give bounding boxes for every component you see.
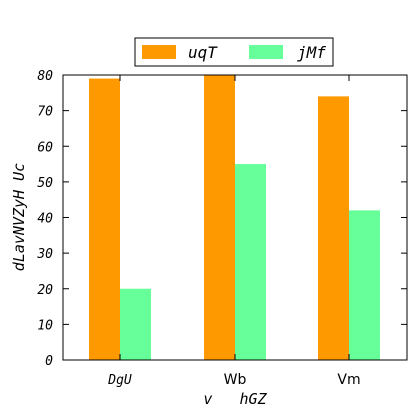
legend-swatch-jMf	[249, 45, 283, 59]
bar-jMf-Wb	[235, 164, 266, 360]
x-tick-label: Vm	[337, 372, 360, 388]
y-tick-label: 0	[45, 354, 53, 369]
y-tick-label: 40	[37, 212, 53, 227]
legend-swatch-uqT	[142, 45, 176, 59]
y-axis: 0 10 20 30 40 50 60 70 80	[36, 69, 407, 369]
y-tick-label: 60	[37, 140, 53, 155]
legend: uqT jMf	[134, 37, 334, 67]
x-axis: DgU Wb Vm	[107, 75, 361, 388]
bars-group	[89, 75, 380, 360]
y-axis-title: dLavNVZyH Uc	[10, 163, 28, 271]
y-tick-label: 30	[36, 247, 53, 262]
bar-uqT-Wb	[204, 75, 235, 360]
y-tick-label: 20	[37, 283, 53, 298]
bar-jMf-DgU	[120, 288, 151, 360]
y-tick-label: 50	[37, 176, 53, 191]
bar-jMf-Vm	[349, 210, 380, 360]
y-tick-label: 80	[37, 69, 53, 84]
x-axis-title: v hGZ	[203, 390, 267, 408]
legend-label-uqT: uqT	[188, 43, 218, 62]
y-tick-label: 10	[37, 318, 53, 333]
x-tick-label: DgU	[107, 373, 132, 388]
y-tick-label: 70	[37, 105, 53, 120]
bar-uqT-DgU	[89, 78, 120, 360]
legend-label-jMf: jMf	[297, 43, 326, 62]
bar-uqT-Vm	[318, 96, 349, 360]
x-tick-label: Wb	[224, 372, 247, 388]
